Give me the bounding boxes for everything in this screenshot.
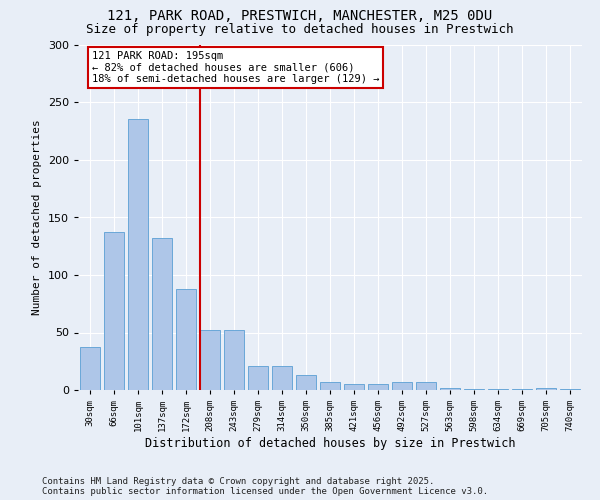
Bar [344,384,364,390]
X-axis label: Distribution of detached houses by size in Prestwich: Distribution of detached houses by size … [145,437,515,450]
Bar [320,382,340,390]
Bar [464,389,484,390]
Text: Contains HM Land Registry data © Crown copyright and database right 2025.
Contai: Contains HM Land Registry data © Crown c… [42,476,488,496]
Text: 121, PARK ROAD, PRESTWICH, MANCHESTER, M25 0DU: 121, PARK ROAD, PRESTWICH, MANCHESTER, M… [107,9,493,23]
Bar [560,389,580,390]
Bar [224,330,244,390]
Text: 121 PARK ROAD: 195sqm
← 82% of detached houses are smaller (606)
18% of semi-det: 121 PARK ROAD: 195sqm ← 82% of detached … [92,50,379,84]
Bar [296,375,316,390]
Bar [368,384,388,390]
Text: Size of property relative to detached houses in Prestwich: Size of property relative to detached ho… [86,22,514,36]
Bar [392,382,412,390]
Bar [248,366,268,390]
Bar [128,118,148,390]
Bar [200,330,220,390]
Bar [488,389,508,390]
Bar [176,289,196,390]
Bar [512,389,532,390]
Bar [272,366,292,390]
Bar [416,382,436,390]
Bar [536,388,556,390]
Bar [152,238,172,390]
Bar [80,348,100,390]
Y-axis label: Number of detached properties: Number of detached properties [32,120,42,316]
Bar [440,388,460,390]
Bar [104,232,124,390]
